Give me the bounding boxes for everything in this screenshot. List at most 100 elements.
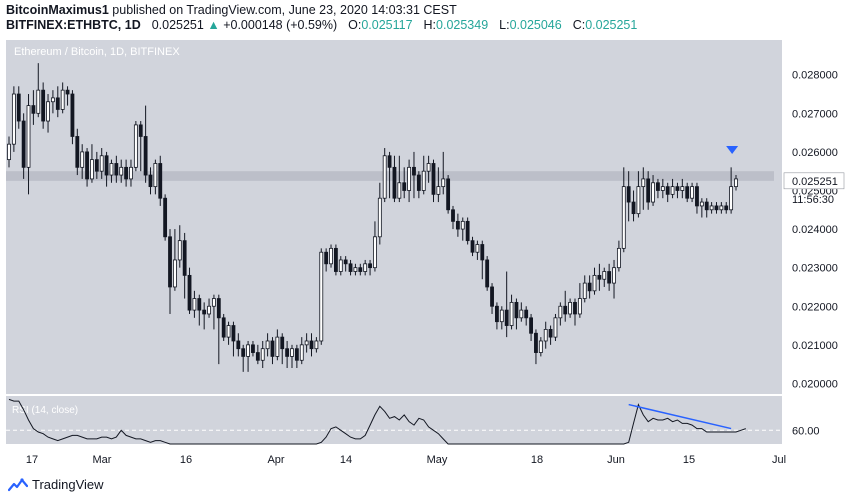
candle[interactable] xyxy=(534,329,538,365)
candle[interactable] xyxy=(602,267,607,287)
candle[interactable] xyxy=(26,94,31,195)
candle[interactable] xyxy=(348,259,353,276)
candle[interactable] xyxy=(460,217,465,241)
candle[interactable] xyxy=(319,248,324,345)
candle[interactable] xyxy=(207,298,211,318)
candle[interactable] xyxy=(582,275,587,303)
candle[interactable] xyxy=(631,190,636,222)
candle[interactable] xyxy=(7,136,11,168)
tradingview-brand[interactable]: TradingView xyxy=(8,476,104,492)
candle[interactable] xyxy=(412,151,416,199)
candle[interactable] xyxy=(421,155,426,195)
candle[interactable] xyxy=(270,337,275,365)
candle[interactable] xyxy=(646,171,651,210)
candle[interactable] xyxy=(387,151,392,199)
candle[interactable] xyxy=(651,175,655,206)
candle[interactable] xyxy=(187,267,192,314)
candle[interactable] xyxy=(124,159,129,187)
candle[interactable] xyxy=(573,298,577,326)
candle[interactable] xyxy=(431,159,436,203)
candle[interactable] xyxy=(329,244,333,268)
candle[interactable] xyxy=(148,167,153,195)
candle[interactable] xyxy=(177,225,182,268)
candle[interactable] xyxy=(158,155,163,206)
candle[interactable] xyxy=(709,202,714,214)
candle[interactable] xyxy=(368,259,372,276)
candle[interactable] xyxy=(299,337,304,365)
candle[interactable] xyxy=(529,313,533,341)
candle[interactable] xyxy=(275,329,280,361)
candle[interactable] xyxy=(260,340,265,368)
candle[interactable] xyxy=(577,283,582,318)
candle[interactable] xyxy=(333,244,338,276)
candle[interactable] xyxy=(90,144,94,183)
rsi-pane[interactable] xyxy=(6,396,782,444)
candle[interactable] xyxy=(104,151,109,187)
candle[interactable] xyxy=(231,321,236,357)
candle[interactable] xyxy=(338,256,343,276)
candle[interactable] xyxy=(480,240,485,280)
candle[interactable] xyxy=(499,306,504,330)
candle[interactable] xyxy=(212,294,216,330)
candle[interactable] xyxy=(168,229,172,314)
candle[interactable] xyxy=(475,240,480,260)
candle[interactable] xyxy=(153,159,158,195)
candle[interactable] xyxy=(324,248,329,272)
candle[interactable] xyxy=(46,94,50,133)
candle[interactable] xyxy=(143,105,148,183)
candle[interactable] xyxy=(524,306,529,326)
candle[interactable] xyxy=(402,167,407,199)
candle[interactable] xyxy=(119,159,124,183)
candle[interactable] xyxy=(70,90,75,145)
candle[interactable] xyxy=(563,290,568,322)
candle[interactable] xyxy=(680,178,685,199)
candle[interactable] xyxy=(251,340,255,357)
candle[interactable] xyxy=(129,159,133,187)
candle[interactable] xyxy=(182,232,187,299)
candle[interactable] xyxy=(226,321,231,345)
candle[interactable] xyxy=(690,182,694,203)
candle[interactable] xyxy=(60,82,65,114)
candle[interactable] xyxy=(280,333,285,365)
author-name[interactable]: BitcoinMaximus1 xyxy=(6,3,109,17)
candle[interactable] xyxy=(353,263,358,276)
candle[interactable] xyxy=(558,302,563,326)
candle[interactable] xyxy=(612,259,616,299)
candle[interactable] xyxy=(685,182,690,203)
candle[interactable] xyxy=(485,256,490,291)
candle[interactable] xyxy=(16,86,21,129)
candle[interactable] xyxy=(36,63,41,118)
candle[interactable] xyxy=(304,333,309,353)
candle[interactable] xyxy=(704,198,709,218)
candle[interactable] xyxy=(55,86,60,118)
candle[interactable] xyxy=(455,213,460,237)
candle[interactable] xyxy=(656,178,660,199)
candle[interactable] xyxy=(363,259,368,276)
candle[interactable] xyxy=(290,344,294,368)
candle[interactable] xyxy=(114,155,119,183)
candle[interactable] xyxy=(626,171,631,222)
candle[interactable] xyxy=(41,82,46,129)
candle[interactable] xyxy=(236,333,241,357)
candle[interactable] xyxy=(31,90,36,125)
candle[interactable] xyxy=(294,344,299,368)
candle[interactable] xyxy=(621,167,626,253)
candle[interactable] xyxy=(392,155,397,203)
candle[interactable] xyxy=(51,90,55,114)
candle[interactable] xyxy=(109,159,114,183)
candle[interactable] xyxy=(416,171,421,199)
candle[interactable] xyxy=(441,151,446,195)
candle[interactable] xyxy=(641,167,646,210)
candle[interactable] xyxy=(553,313,558,341)
candle[interactable] xyxy=(592,267,597,295)
candle[interactable] xyxy=(246,340,250,372)
candle[interactable] xyxy=(309,333,314,357)
candle[interactable] xyxy=(670,178,675,199)
candle[interactable] xyxy=(314,337,319,353)
candle[interactable] xyxy=(675,182,680,199)
candle[interactable] xyxy=(75,128,80,176)
candle[interactable] xyxy=(495,302,499,330)
candle[interactable] xyxy=(197,294,202,326)
candle[interactable] xyxy=(446,175,451,214)
candle[interactable] xyxy=(377,182,382,245)
